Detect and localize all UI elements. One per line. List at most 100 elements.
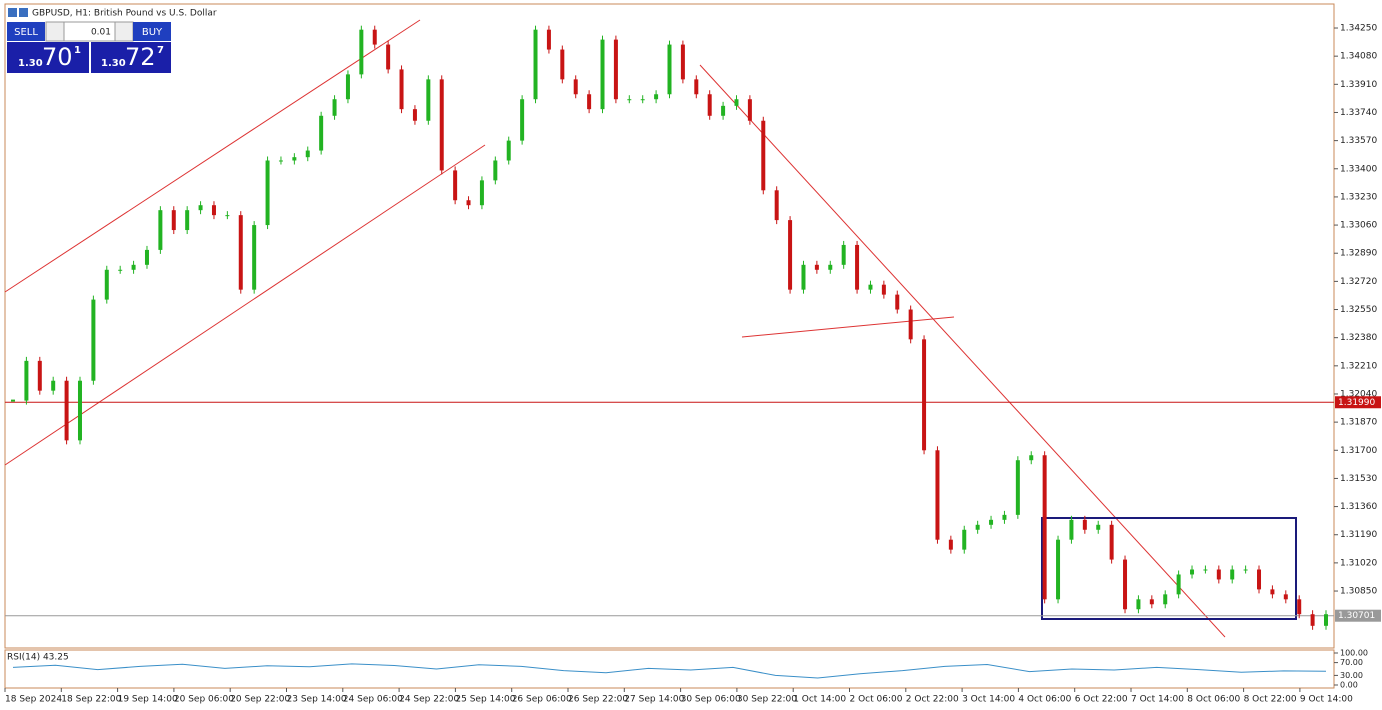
y-tick-label: 1.30850 [1340,587,1377,597]
candle [292,157,297,161]
y-tick-label: 1.33910 [1340,80,1377,90]
candle [922,339,927,451]
x-tick-label: 24 Sep 06:00 [343,695,403,705]
candle [64,380,69,441]
candle [1283,594,1288,600]
ask-small: 7 [157,45,164,56]
candle [962,529,967,550]
x-tick-label: 30 Sep 06:00 [681,695,741,705]
rsi-tick-label: 70.00 [1340,658,1363,667]
candle [640,99,645,101]
candle [747,99,752,121]
bid-big: 70 [42,43,73,71]
ask-prefix: 1.30 [101,58,126,69]
x-tick-label: 19 Sep 14:00 [118,695,178,705]
candle [694,79,699,95]
candle [412,109,417,121]
candle [372,29,377,45]
candle [801,264,806,290]
candle [1324,614,1328,626]
buy-button[interactable] [133,22,171,41]
candle [654,94,659,100]
price-label-box [1335,396,1381,409]
price-label-box [1335,609,1381,622]
candle [573,79,578,95]
candle [211,205,216,216]
candle [1270,589,1275,595]
y-tick-label: 1.31530 [1340,474,1377,484]
candle [828,264,833,270]
candle [399,69,404,110]
candle [118,269,123,271]
lot-down[interactable] [45,21,65,42]
candle [1056,539,1061,600]
x-tick-label: 18 Sep 2024 [5,695,62,705]
candle [761,120,766,191]
candle [171,210,176,231]
candle [37,360,42,391]
candle [1029,455,1034,461]
bid-small: 1 [74,45,81,56]
candle [278,160,283,162]
ask-big: 72 [125,43,156,71]
candle [1230,569,1235,580]
candle [1257,569,1262,590]
y-tick-label: 1.33740 [1340,108,1377,118]
chart-title: GBPUSD, H1: British Pound vs U.S. Dollar [32,9,217,19]
y-tick-label: 1.31190 [1340,530,1377,540]
y-tick-label: 1.34250 [1340,24,1377,34]
candle [1216,569,1221,580]
candle [1123,559,1128,610]
candle [319,115,324,151]
bid-prefix: 1.30 [18,58,43,69]
candle [908,309,913,340]
rsi-tick-label: 0.00 [1340,681,1358,690]
lot-up[interactable] [114,21,134,42]
x-tick-label: 20 Sep 22:00 [230,695,290,705]
price-label: 1.30701 [1338,611,1375,621]
x-tick-label: 23 Sep 14:00 [287,695,347,705]
candle [734,99,739,106]
candle [493,160,498,181]
candle [989,519,994,525]
candle [11,399,15,402]
candle [1082,519,1087,530]
candle [1002,514,1007,520]
x-tick-label: 25 Sep 14:00 [455,695,515,705]
y-tick-label: 1.31700 [1340,446,1377,456]
candle [1203,569,1208,571]
candle [24,360,29,401]
x-tick-label: 6 Oct 22:00 [1075,695,1128,705]
x-tick-label: 4 Oct 06:00 [1018,695,1071,705]
candle [252,225,257,290]
candle [426,79,431,121]
candle [520,99,525,141]
candle [1297,599,1302,615]
y-tick-label: 1.32720 [1340,277,1377,287]
y-tick-label: 1.33230 [1340,192,1377,202]
candle [533,29,538,100]
x-tick-label: 1 Oct 14:00 [793,695,846,705]
x-tick-label: 20 Sep 06:00 [174,695,234,705]
y-tick-label: 1.33060 [1340,221,1377,231]
candle [868,284,873,290]
candle [1190,569,1195,575]
candle [1069,519,1074,540]
candle [707,94,712,116]
range-box [1041,517,1297,620]
candle [1042,455,1047,600]
rsi-tick-label: 30.00 [1340,671,1363,680]
candle [546,29,551,50]
candle [600,39,605,110]
candle [721,105,726,116]
x-tick-label: 9 Oct 14:00 [1300,695,1353,705]
x-tick-label: 18 Sep 22:00 [61,695,121,705]
candle [359,29,364,75]
bid-box[interactable] [7,42,89,73]
candle [131,264,136,270]
candle [1243,569,1248,571]
candle [265,160,270,226]
sell-button[interactable] [7,22,45,41]
ask-box[interactable] [91,42,171,73]
candle [1015,460,1020,515]
